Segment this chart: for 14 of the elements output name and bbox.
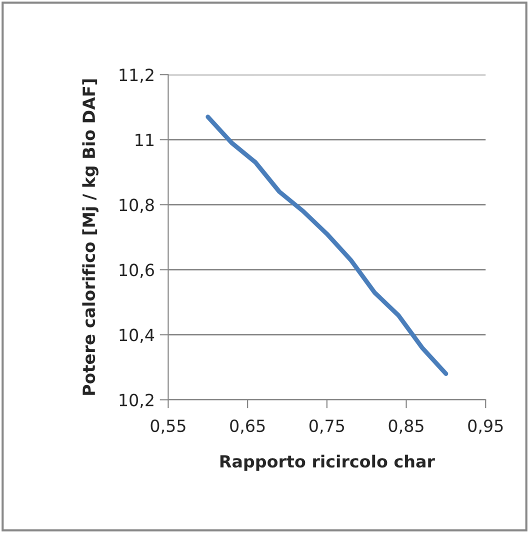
y-tick-label: 11,2: [120, 68, 154, 83]
x-axis-title: Rapporto ricircolo char: [220, 454, 435, 471]
x-tick-label: 0,55: [150, 419, 186, 434]
x-tick-label: 0,95: [468, 419, 503, 434]
y-tick-label: 11: [136, 134, 154, 146]
line-series: [206, 114, 448, 376]
y-axis-title: Potere calorifico [Mj / kg Bio DAF]: [82, 79, 98, 395]
x-tick-label: 0,75: [309, 419, 344, 434]
y-tick-label: 10,4: [120, 328, 154, 343]
y-tick-label: 10,2: [120, 394, 154, 408]
y-tick-label: 10,6: [120, 264, 154, 278]
x-tick-label: 0,85: [388, 419, 424, 434]
x-tick-label: 0,65: [230, 419, 265, 434]
y-tick-label: 10,8: [120, 198, 154, 213]
